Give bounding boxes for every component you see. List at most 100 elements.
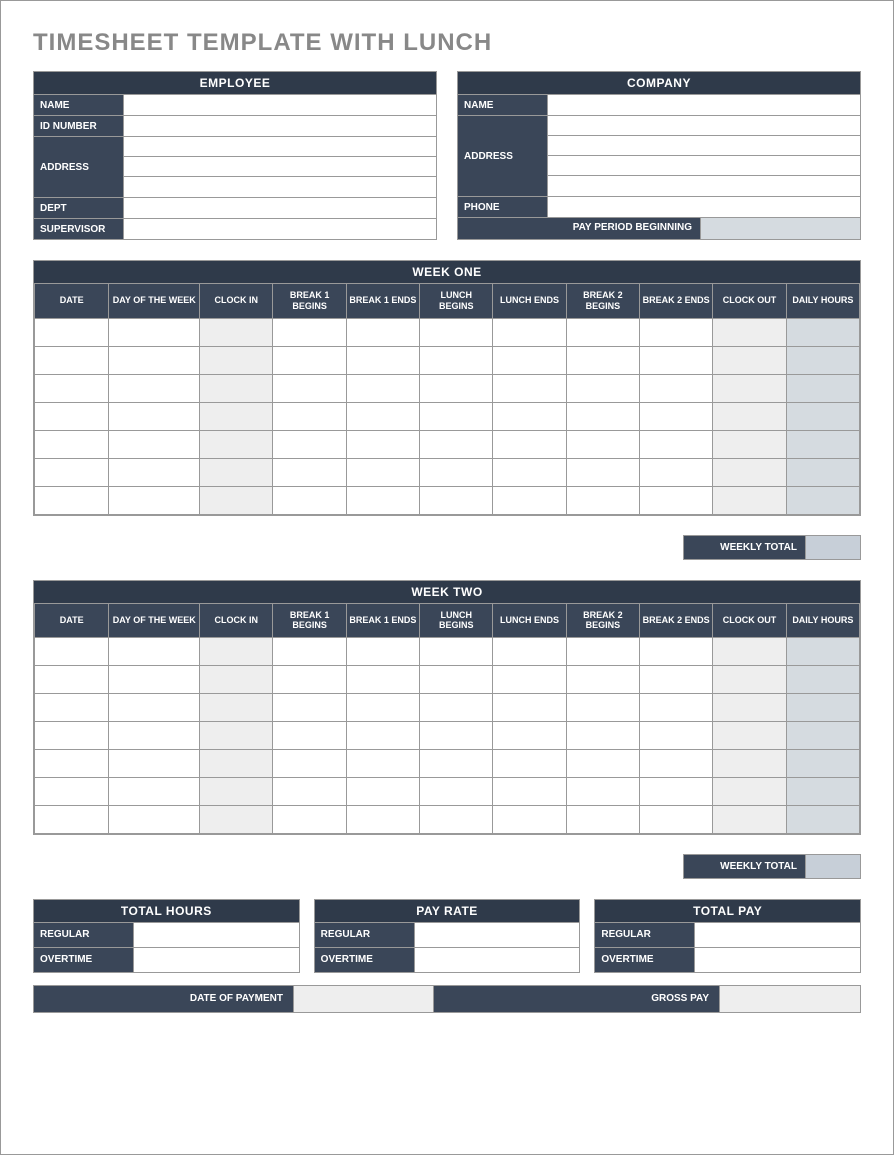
table-cell[interactable]	[566, 346, 639, 374]
table-cell[interactable]	[640, 458, 713, 486]
table-cell[interactable]	[493, 694, 566, 722]
table-cell[interactable]	[35, 666, 109, 694]
table-cell[interactable]	[420, 666, 493, 694]
table-cell[interactable]	[200, 722, 273, 750]
table-cell[interactable]	[566, 374, 639, 402]
table-cell[interactable]	[640, 318, 713, 346]
table-cell[interactable]	[713, 430, 786, 458]
table-cell[interactable]	[493, 318, 566, 346]
table-cell[interactable]	[35, 722, 109, 750]
table-cell[interactable]	[713, 638, 786, 666]
company-address-line[interactable]	[548, 116, 860, 136]
company-address-line[interactable]	[548, 156, 860, 176]
table-cell[interactable]	[346, 750, 419, 778]
table-cell[interactable]	[346, 318, 419, 346]
table-cell[interactable]	[493, 486, 566, 514]
table-cell[interactable]	[35, 806, 109, 834]
table-cell[interactable]	[640, 666, 713, 694]
table-cell[interactable]	[713, 666, 786, 694]
table-cell[interactable]	[713, 750, 786, 778]
table-cell[interactable]	[420, 486, 493, 514]
table-cell[interactable]	[420, 778, 493, 806]
table-cell[interactable]	[420, 430, 493, 458]
total-hours-overtime-value[interactable]	[134, 948, 299, 972]
table-cell[interactable]	[273, 318, 346, 346]
table-cell[interactable]	[273, 346, 346, 374]
table-cell[interactable]	[200, 666, 273, 694]
table-cell[interactable]	[713, 694, 786, 722]
table-cell[interactable]	[109, 402, 200, 430]
table-cell[interactable]	[109, 374, 200, 402]
total-hours-regular-value[interactable]	[134, 923, 299, 947]
table-cell[interactable]	[109, 694, 200, 722]
table-cell[interactable]	[346, 806, 419, 834]
table-cell[interactable]	[200, 346, 273, 374]
table-cell[interactable]	[109, 638, 200, 666]
table-cell[interactable]	[273, 722, 346, 750]
table-cell[interactable]	[713, 722, 786, 750]
table-cell[interactable]	[109, 722, 200, 750]
table-cell[interactable]	[200, 750, 273, 778]
table-cell[interactable]	[35, 374, 109, 402]
table-cell[interactable]	[346, 374, 419, 402]
table-cell[interactable]	[346, 638, 419, 666]
table-cell[interactable]	[566, 694, 639, 722]
table-cell[interactable]	[346, 722, 419, 750]
table-cell[interactable]	[273, 666, 346, 694]
table-cell[interactable]	[640, 486, 713, 514]
table-cell[interactable]	[420, 750, 493, 778]
table-cell[interactable]	[35, 694, 109, 722]
table-cell[interactable]	[420, 694, 493, 722]
table-cell[interactable]	[346, 346, 419, 374]
table-cell[interactable]	[566, 486, 639, 514]
table-cell[interactable]	[566, 778, 639, 806]
table-cell[interactable]	[273, 778, 346, 806]
table-cell[interactable]	[566, 638, 639, 666]
table-cell[interactable]	[566, 806, 639, 834]
table-cell[interactable]	[713, 346, 786, 374]
table-cell[interactable]	[493, 430, 566, 458]
total-pay-regular-value[interactable]	[695, 923, 860, 947]
table-cell[interactable]	[566, 458, 639, 486]
table-cell[interactable]	[35, 750, 109, 778]
table-cell[interactable]	[640, 694, 713, 722]
employee-address-line[interactable]	[124, 177, 436, 197]
table-cell[interactable]	[109, 666, 200, 694]
table-cell[interactable]	[493, 458, 566, 486]
table-cell[interactable]	[346, 778, 419, 806]
total-pay-overtime-value[interactable]	[695, 948, 860, 972]
table-cell[interactable]	[273, 486, 346, 514]
table-cell[interactable]	[273, 430, 346, 458]
table-cell[interactable]	[640, 778, 713, 806]
employee-supervisor-value[interactable]	[124, 219, 436, 239]
table-cell[interactable]	[420, 346, 493, 374]
employee-dept-value[interactable]	[124, 198, 436, 218]
table-cell[interactable]	[273, 806, 346, 834]
table-cell[interactable]	[493, 666, 566, 694]
table-cell[interactable]	[273, 750, 346, 778]
table-cell[interactable]	[346, 486, 419, 514]
table-cell[interactable]	[200, 318, 273, 346]
table-cell[interactable]	[200, 430, 273, 458]
table-cell[interactable]	[273, 374, 346, 402]
table-cell[interactable]	[346, 458, 419, 486]
table-cell[interactable]	[566, 666, 639, 694]
table-cell[interactable]	[713, 318, 786, 346]
table-cell[interactable]	[273, 638, 346, 666]
table-cell[interactable]	[35, 486, 109, 514]
table-cell[interactable]	[35, 346, 109, 374]
table-cell[interactable]	[420, 722, 493, 750]
table-cell[interactable]	[109, 346, 200, 374]
table-cell[interactable]	[640, 374, 713, 402]
table-cell[interactable]	[420, 638, 493, 666]
table-cell[interactable]	[493, 806, 566, 834]
company-address-line[interactable]	[548, 176, 860, 196]
table-cell[interactable]	[200, 638, 273, 666]
employee-address-line[interactable]	[124, 157, 436, 177]
table-cell[interactable]	[493, 402, 566, 430]
table-cell[interactable]	[420, 374, 493, 402]
table-cell[interactable]	[493, 750, 566, 778]
table-cell[interactable]	[200, 374, 273, 402]
table-cell[interactable]	[420, 402, 493, 430]
company-address-line[interactable]	[548, 136, 860, 156]
